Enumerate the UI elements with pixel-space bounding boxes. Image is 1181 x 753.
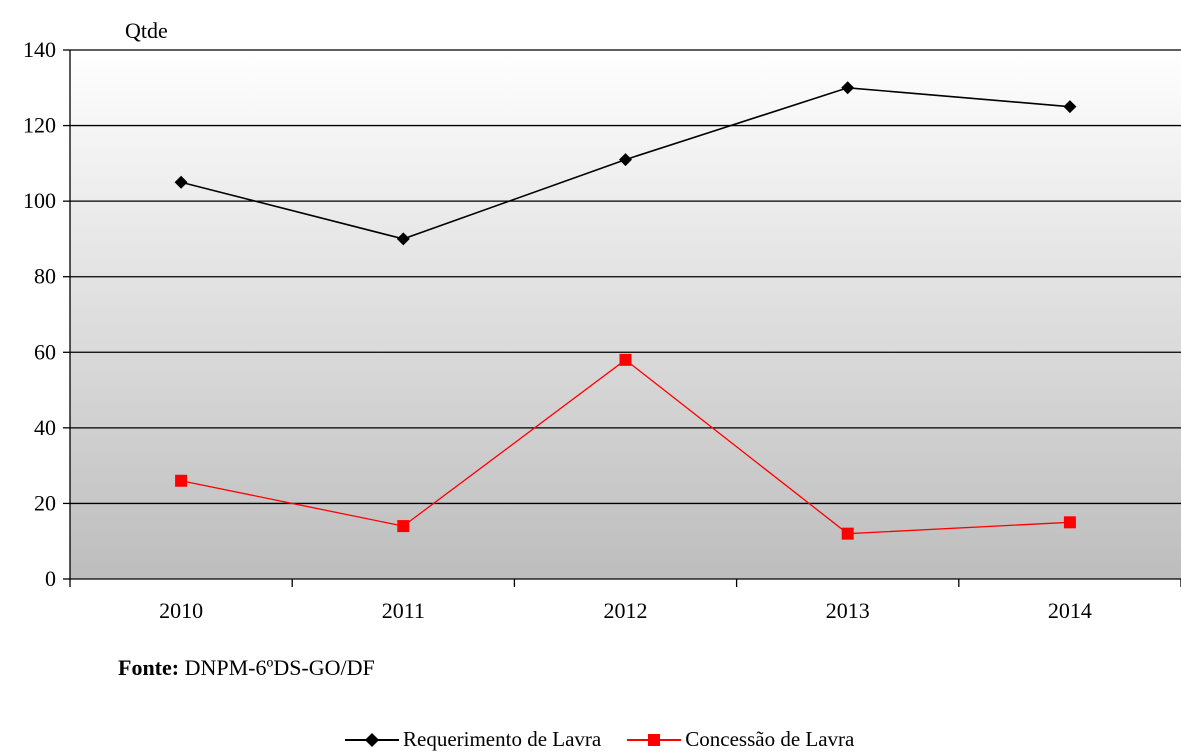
legend-key-square bbox=[627, 733, 682, 746]
y-tick-label-120: 120 bbox=[23, 113, 56, 138]
y-tick-label-40: 40 bbox=[34, 415, 56, 440]
legend-item-requerimento: Requerimento de Lavra bbox=[345, 727, 601, 752]
x-tick-label-2013: 2013 bbox=[826, 598, 870, 623]
x-tick-label-2010: 2010 bbox=[159, 598, 203, 623]
data-point-0-1 bbox=[396, 232, 410, 246]
y-tick-label-80: 80 bbox=[34, 264, 56, 289]
y-tick-label-60: 60 bbox=[34, 339, 56, 364]
y-tick-label-0: 0 bbox=[45, 566, 56, 591]
data-point-0-3 bbox=[841, 81, 855, 95]
legend-label-concessao: Concessão de Lavra bbox=[685, 727, 855, 751]
x-tick-label-2014: 2014 bbox=[1048, 598, 1092, 623]
source-text: DNPM-6ºDS-GO/DF bbox=[179, 655, 375, 680]
plot-area bbox=[70, 50, 1181, 579]
x-tick-label-2011: 2011 bbox=[382, 598, 425, 623]
y-tick-label-140: 140 bbox=[23, 37, 56, 62]
legend-item-concessao: Concessão de Lavra bbox=[627, 727, 854, 752]
data-point-1-2 bbox=[619, 353, 632, 366]
source-label: Fonte: bbox=[118, 655, 180, 680]
y-tick-label-100: 100 bbox=[23, 188, 56, 213]
data-point-1-0 bbox=[175, 474, 188, 487]
line-chart: 0 20 40 60 80 100 120 140 2010 2011 2012 2013 2014 Q… bbox=[23, 18, 1181, 623]
data-point-0-2 bbox=[619, 153, 632, 167]
data-point-0-4 bbox=[1063, 100, 1077, 114]
legend-key-diamond bbox=[345, 732, 399, 747]
data-point-1-1 bbox=[397, 520, 410, 533]
y-axis-label: Qtde bbox=[125, 18, 168, 43]
x-tick-label-2012: 2012 bbox=[604, 598, 648, 623]
y-tick-label-20: 20 bbox=[34, 490, 56, 515]
data-point-0-0 bbox=[174, 175, 188, 189]
data-point-1-3 bbox=[841, 527, 854, 540]
legend: Requerimento de Lavra Concessão de Lavra bbox=[345, 727, 854, 752]
source-note: Fonte: DNPM-6ºDS-GO/DF bbox=[118, 655, 375, 681]
legend-label-requerimento: Requerimento de Lavra bbox=[403, 727, 602, 751]
data-point-1-4 bbox=[1063, 516, 1076, 529]
